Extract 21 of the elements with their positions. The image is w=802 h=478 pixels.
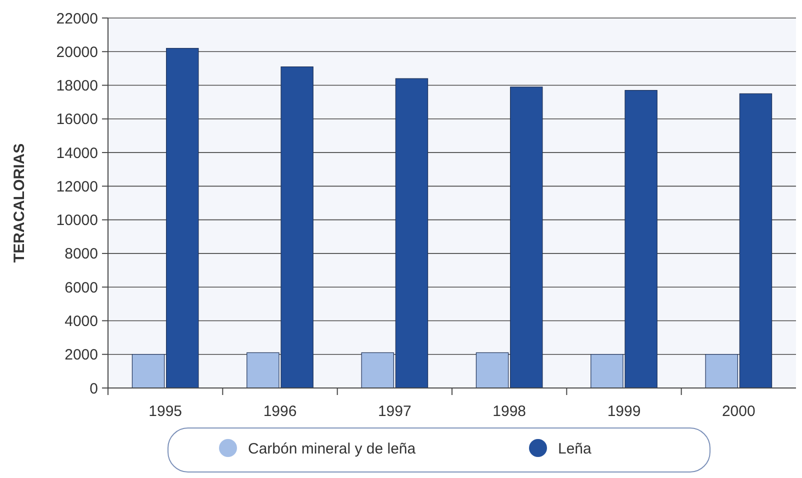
y-tick-label: 0 (90, 380, 98, 398)
legend-label: Leña (558, 440, 592, 458)
x-tick-label: 1996 (263, 403, 297, 420)
y-tick-label: 16000 (56, 111, 98, 128)
x-tick-label: 1998 (492, 403, 526, 420)
y-tick-label: 4000 (64, 312, 98, 330)
y-axis-title: TERACALORIAS (11, 143, 28, 263)
y-tick-label: 12000 (56, 178, 98, 196)
x-tick-label: 1997 (378, 403, 412, 420)
legend-label: Carbón mineral y de leña (248, 440, 416, 458)
y-tick-label: 14000 (56, 144, 98, 162)
x-tick-label: 1999 (607, 403, 641, 420)
x-tick-label: 1995 (148, 403, 182, 420)
y-tick-label: 8000 (64, 246, 98, 263)
y-tick-label: 18000 (56, 78, 98, 95)
y-tick-label: 20000 (56, 44, 98, 61)
y-tick-label: 22000 (56, 10, 98, 28)
x-tick-label: 2000 (722, 403, 756, 420)
y-tick-label: 2000 (64, 346, 98, 364)
y-tick-label: 6000 (64, 279, 98, 296)
y-tick-label: 10000 (56, 212, 98, 230)
